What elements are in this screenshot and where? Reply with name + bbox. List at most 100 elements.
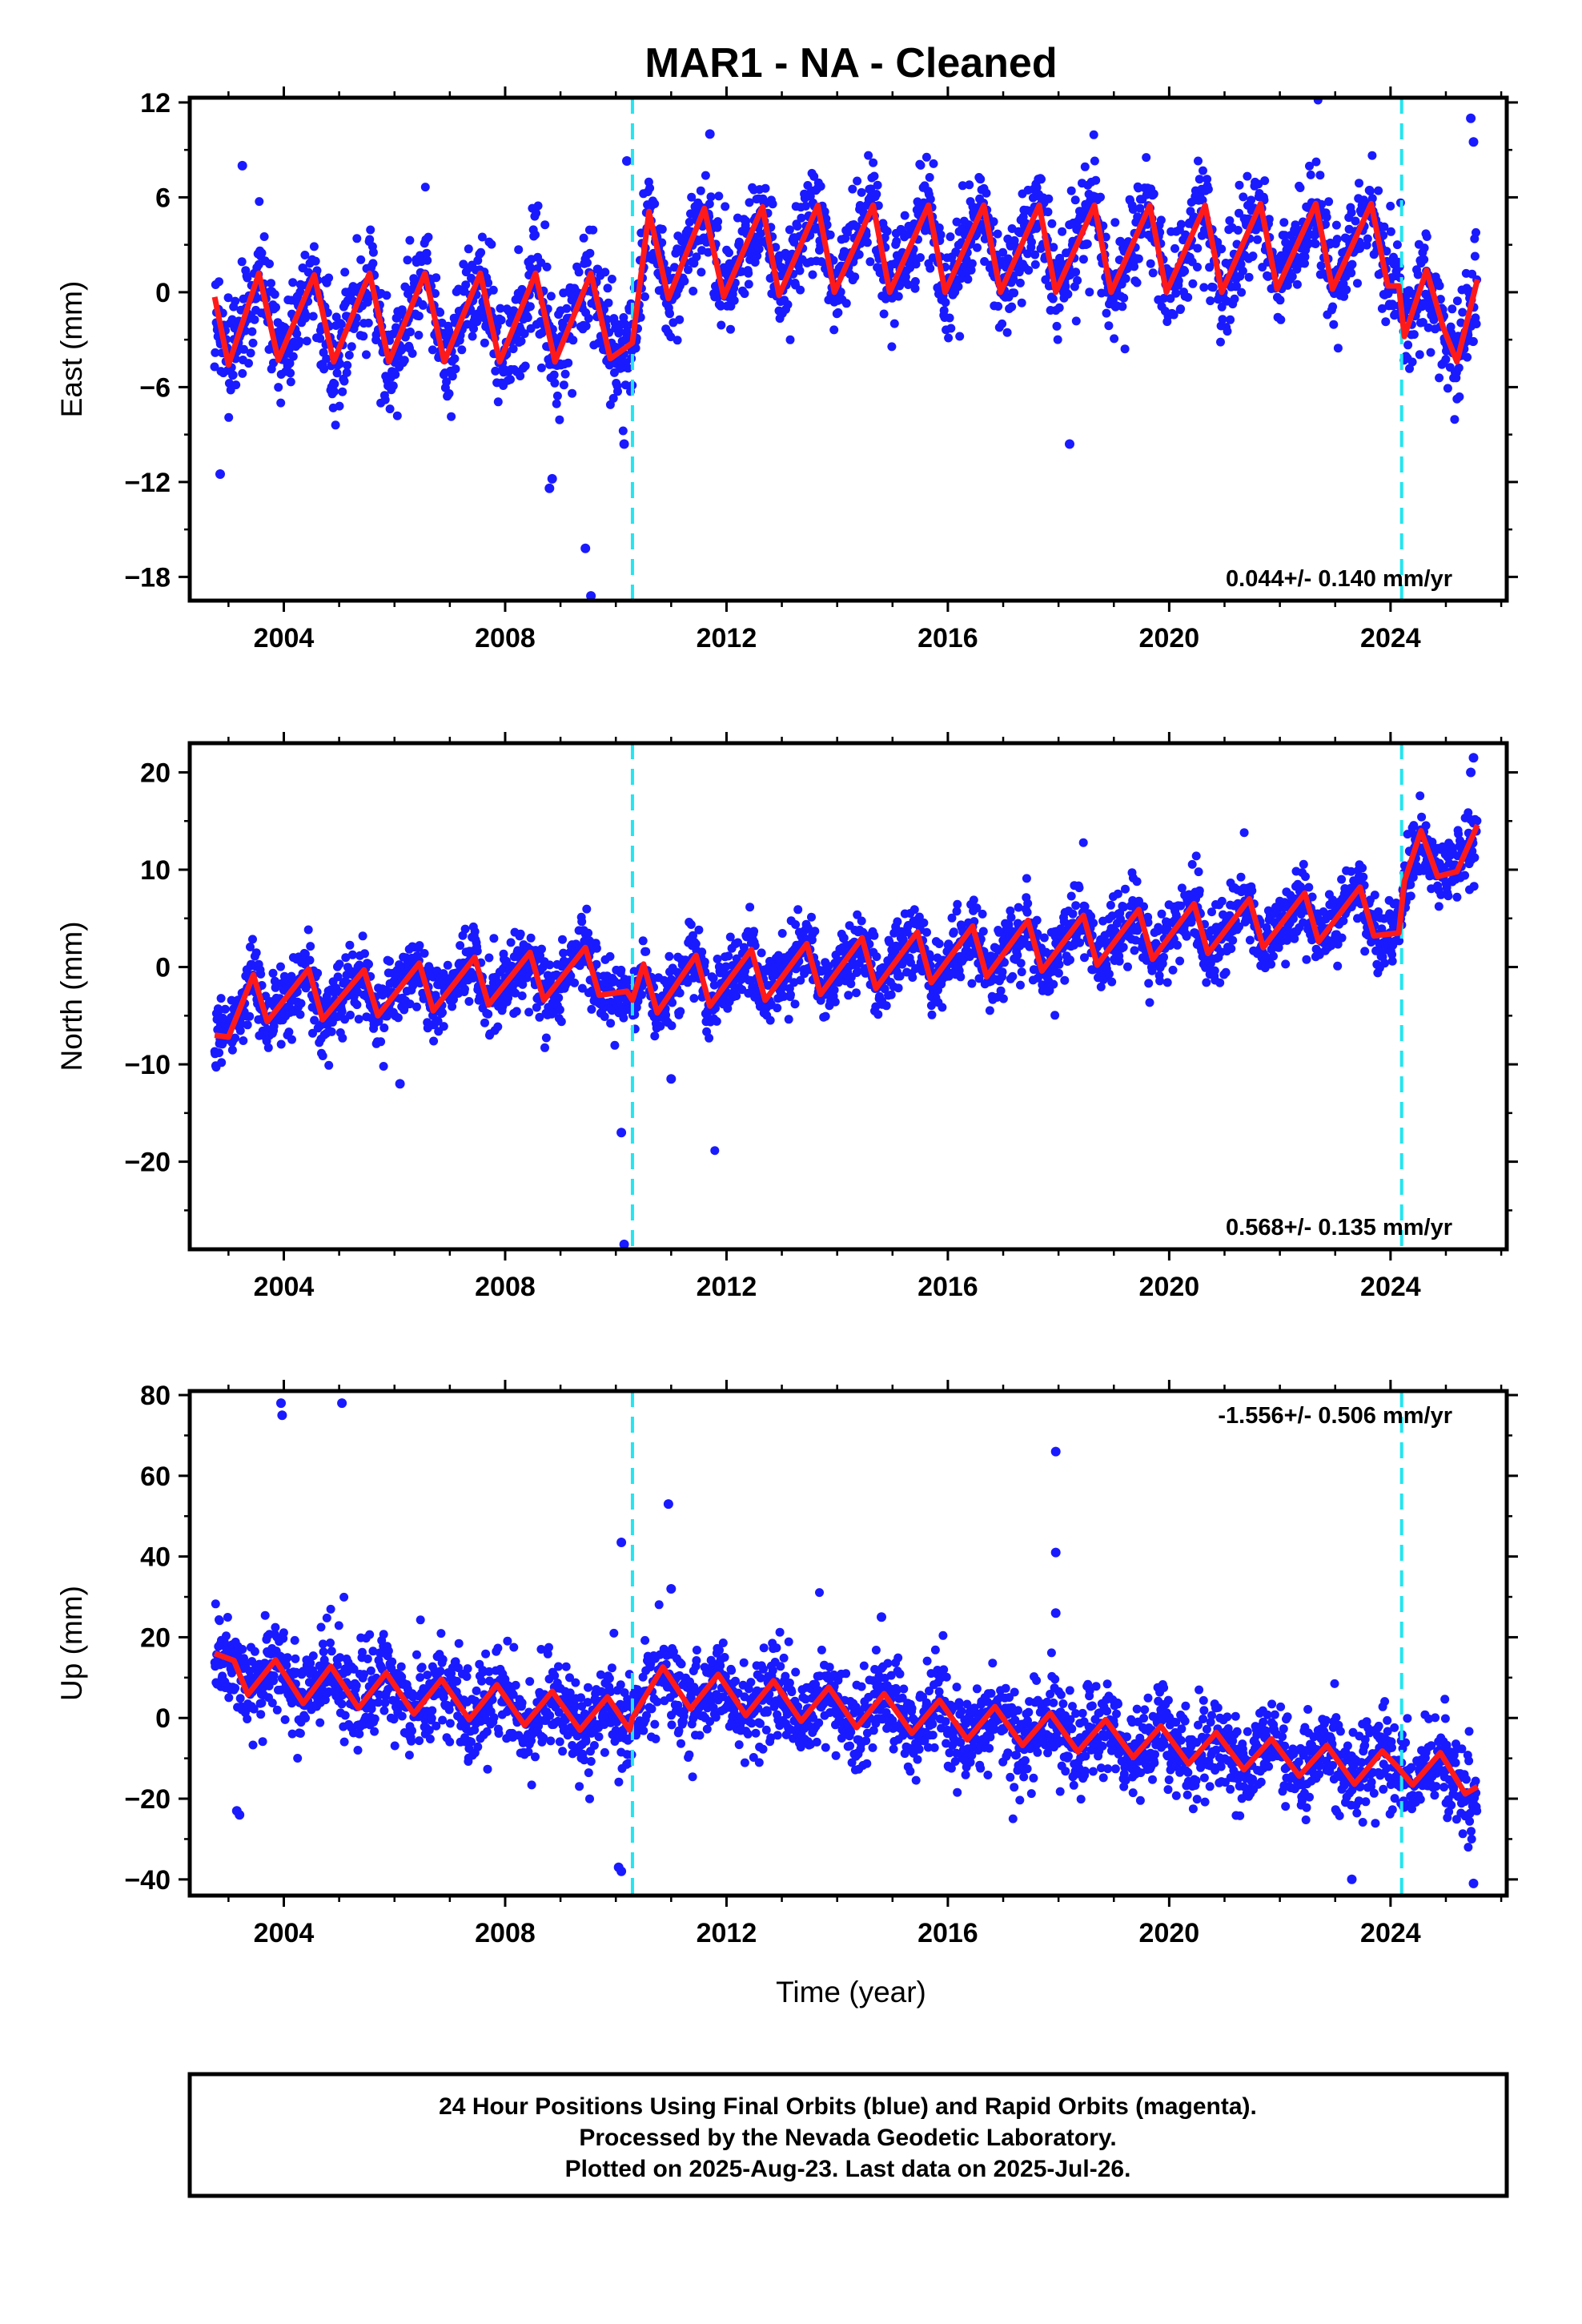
north-point (710, 1146, 720, 1156)
east-point (388, 329, 398, 339)
east-point (783, 300, 793, 309)
north-point (807, 912, 816, 922)
north-point (1191, 851, 1201, 861)
north-point (919, 918, 929, 927)
east-outlier-point (580, 543, 591, 553)
east-point (1276, 251, 1286, 260)
east-point (1082, 239, 1092, 249)
east-point (754, 244, 764, 254)
east-point (817, 257, 826, 267)
north-point (1267, 959, 1276, 969)
east-point (726, 324, 735, 334)
east-point (889, 319, 899, 328)
east-point (680, 276, 689, 286)
north-point (844, 991, 853, 1000)
east-point (903, 280, 913, 289)
north-point (1060, 975, 1070, 985)
north-point (1078, 838, 1088, 847)
north-point (1175, 956, 1185, 966)
north-point (493, 1022, 503, 1031)
east-point (365, 235, 375, 244)
north-point (1299, 859, 1308, 869)
east-point (1260, 176, 1270, 186)
north-point (1269, 951, 1278, 961)
east-point (602, 315, 612, 324)
north-point (873, 1010, 883, 1019)
north-point (605, 951, 615, 961)
east-point (322, 354, 331, 364)
north-point (470, 927, 480, 936)
north-point (757, 948, 766, 958)
east-point (701, 171, 710, 180)
east-break-lines (630, 98, 1403, 601)
east-y-tick-label: 0 (155, 278, 171, 308)
east-point (1328, 302, 1338, 312)
north-point (526, 933, 536, 943)
north-point (376, 1037, 386, 1047)
east-point (1030, 259, 1040, 269)
north-point (922, 927, 931, 937)
east-point (1203, 175, 1212, 184)
east-point (1118, 302, 1127, 312)
east-point (1347, 268, 1356, 278)
east-point (1037, 175, 1046, 184)
east-point (276, 398, 286, 408)
north-point (248, 935, 257, 944)
north-point (295, 1010, 305, 1019)
east-point (223, 293, 233, 303)
east-point (795, 266, 805, 275)
east-point (822, 220, 832, 230)
east-point (600, 267, 610, 277)
east-point (892, 236, 901, 246)
north-point (1054, 959, 1064, 969)
north-point (938, 1003, 947, 1012)
north-point (296, 999, 306, 1008)
north-point (893, 983, 903, 993)
east-point (1027, 237, 1036, 247)
east-point (484, 278, 493, 287)
east-point (1435, 373, 1444, 383)
east-point (450, 354, 460, 364)
east-point (1362, 240, 1371, 250)
east-point (447, 412, 456, 421)
east-point (392, 313, 402, 323)
north-point (978, 909, 987, 919)
north-point (243, 1020, 252, 1030)
east-point (1353, 279, 1362, 288)
north-point (216, 994, 226, 1003)
north-point (1104, 969, 1114, 979)
east-point (994, 302, 1003, 311)
east-point (1322, 212, 1331, 222)
north-point (1144, 979, 1154, 988)
north-point (1194, 867, 1203, 877)
east-point (1279, 218, 1289, 227)
east-outlier-point (547, 473, 557, 484)
east-point (418, 300, 428, 310)
north-point (540, 1043, 549, 1052)
east-point (568, 388, 577, 398)
north-point (352, 1000, 362, 1010)
east-point (1132, 278, 1142, 287)
east-point (993, 229, 1002, 239)
east-point (408, 348, 417, 358)
north-point (217, 1058, 227, 1068)
east-point (872, 190, 881, 199)
east-point (332, 368, 342, 378)
east-point (833, 308, 843, 317)
east-point (869, 158, 878, 167)
north-point (786, 990, 795, 999)
east-point (549, 370, 559, 380)
north-point (998, 994, 1008, 1003)
north-point (263, 1043, 273, 1052)
east-point (584, 314, 593, 323)
east-point (1287, 271, 1297, 281)
east-point (1292, 279, 1302, 289)
east-point (1403, 340, 1413, 350)
east-point (366, 225, 375, 235)
north-point (686, 920, 696, 929)
east-point (1135, 203, 1145, 213)
east-point (422, 248, 432, 258)
east-point (1096, 192, 1105, 202)
east-point (841, 299, 851, 308)
